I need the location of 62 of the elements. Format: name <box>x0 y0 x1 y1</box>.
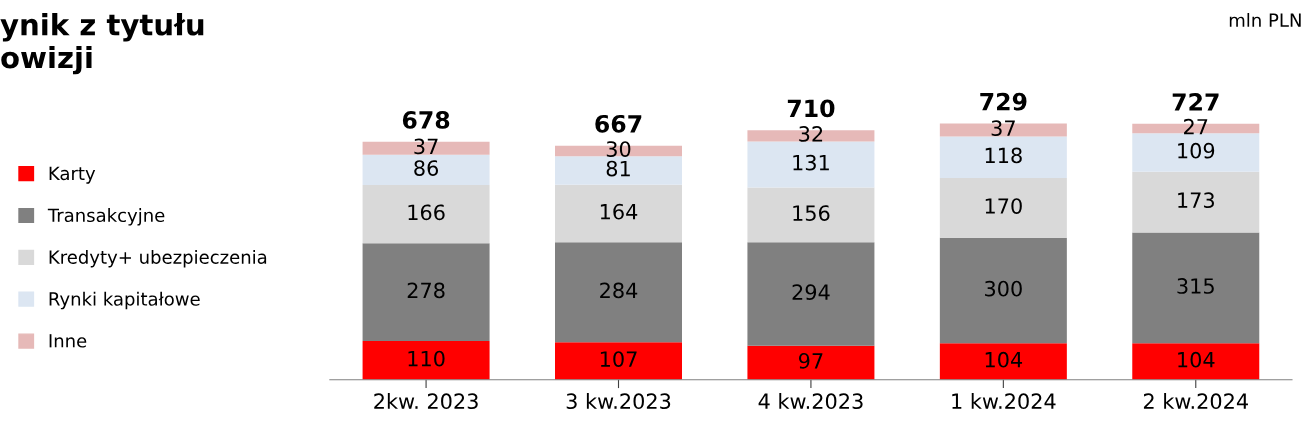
data-label: 110 <box>408 350 445 367</box>
total-label: 678 <box>402 111 450 129</box>
data-label: 81 <box>606 160 630 177</box>
data-label: 97 <box>798 352 823 369</box>
x-tick-label: 2 kw.2024 <box>1143 392 1248 410</box>
data-label: 109 <box>1178 142 1215 159</box>
bar <box>555 156 682 185</box>
data-label: 27 <box>1184 118 1208 135</box>
data-label: 131 <box>793 154 829 171</box>
data-label: 86 <box>414 160 439 176</box>
text: mln PLN <box>1229 13 1301 27</box>
bar <box>747 242 875 346</box>
legend-label: Inne <box>49 334 87 348</box>
x-tick-label: 1 kw.2024 <box>952 392 1056 410</box>
total-label: 667 <box>595 114 642 133</box>
bar <box>362 341 490 380</box>
legend-label: Karty <box>49 166 96 184</box>
x-tick-label: 4 kw.2023 <box>758 392 863 410</box>
data-label: 278 <box>407 282 445 299</box>
data-label: 118 <box>985 147 1022 164</box>
data-label: 315 <box>1177 278 1214 294</box>
bar <box>747 187 875 243</box>
total-label: 710 <box>787 99 835 118</box>
legend-label: Rynki kapitałowe <box>49 291 200 310</box>
data-label: 104 <box>985 351 1023 368</box>
bar <box>939 237 1067 344</box>
chart-title: ynik z tytułu owizji <box>0 13 204 75</box>
data-label: 37 <box>991 120 1015 137</box>
bar <box>555 242 682 343</box>
bar <box>939 177 1067 238</box>
data-label: 104 <box>1178 351 1215 368</box>
legend-label: Transakcyjne <box>47 208 165 226</box>
data-label: 32 <box>799 126 823 142</box>
data-label: 107 <box>600 351 637 367</box>
data-label: 156 <box>793 205 830 221</box>
data-label: 170 <box>985 198 1022 214</box>
bar <box>1132 133 1260 172</box>
bar <box>362 154 490 185</box>
data-label: 164 <box>600 203 638 220</box>
data-label: 300 <box>985 280 1022 297</box>
legend-label: Kredyty+ ubezpieczenia <box>49 249 267 268</box>
bar <box>747 141 875 188</box>
bar <box>939 136 1067 178</box>
total-label: 729 <box>980 92 1027 111</box>
bar <box>747 345 875 380</box>
bar <box>939 343 1067 380</box>
bar <box>555 184 682 243</box>
x-tick-label: 3 kw.2023 <box>566 392 671 410</box>
bar <box>1132 232 1260 344</box>
data-label: 284 <box>600 282 638 299</box>
data-label: 30 <box>606 141 631 157</box>
data-label: 294 <box>792 284 830 301</box>
total-label: 727 <box>1172 93 1219 111</box>
bar <box>555 342 682 380</box>
bar <box>1132 343 1260 380</box>
bar <box>1132 171 1260 233</box>
x-tick-label: 2kw. 2023 <box>374 392 478 410</box>
bar <box>362 185 490 244</box>
data-label: 37 <box>414 138 438 155</box>
data-label: 166 <box>408 204 445 221</box>
bar <box>362 243 490 342</box>
data-label: 173 <box>1178 192 1214 209</box>
